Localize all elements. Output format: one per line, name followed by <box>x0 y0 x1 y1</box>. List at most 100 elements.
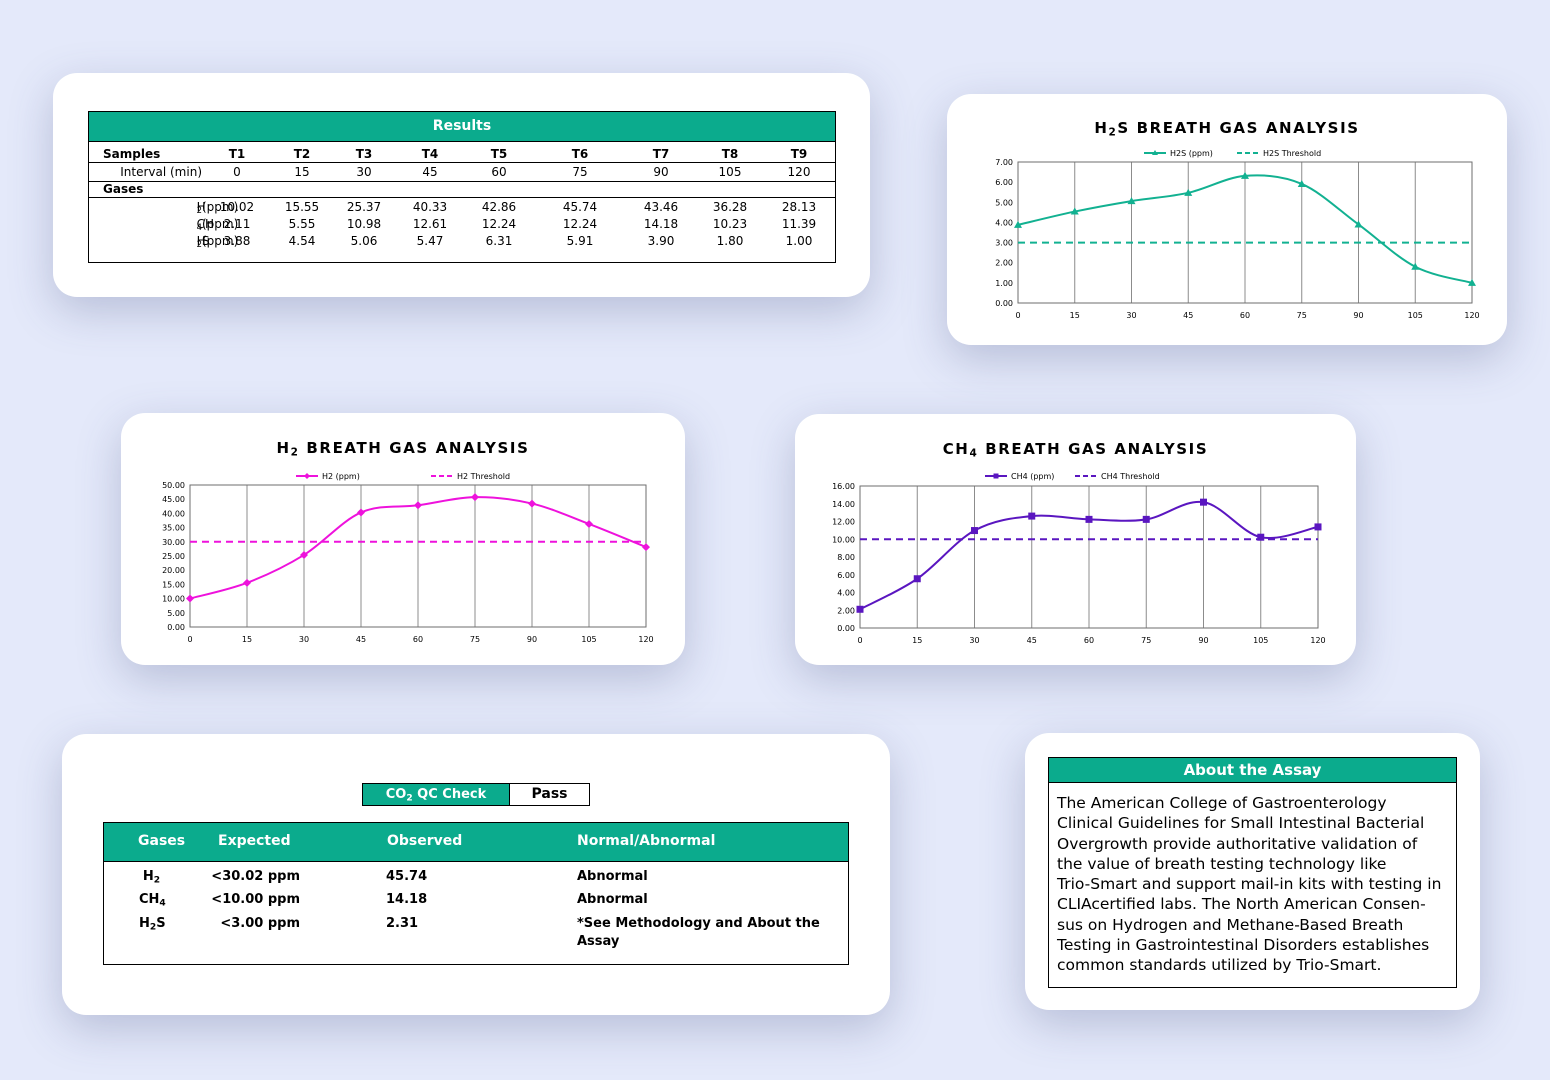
qc-observed: 45.74 <box>386 869 428 884</box>
qc-status: Abnormal <box>577 869 648 884</box>
qc-check-label: CO2 QC Check <box>363 784 510 805</box>
legend-marker <box>1152 150 1158 155</box>
y-tick-label: 8.00 <box>837 553 855 562</box>
data-point <box>1184 188 1193 196</box>
about-title: About the Assay <box>1049 758 1456 783</box>
results-table: Results Samples T1 T2 T3 T4 T5 T6 T7 T8 … <box>88 111 836 263</box>
data-point <box>1314 523 1322 531</box>
qc-table-header: Gases Expected Observed Normal/Abnormal <box>104 823 848 862</box>
legend-label: H2S Threshold <box>1263 149 1321 158</box>
qc-gas: H2S <box>139 916 166 933</box>
gas-value: 5.47 <box>416 234 444 248</box>
gas-value: 28.13 <box>781 200 817 214</box>
qc-check: CO2 QC Check Pass <box>362 783 590 806</box>
gases-label: Gases <box>103 182 144 196</box>
qc-observed: 2.31 <box>386 916 419 931</box>
x-tick-label: 105 <box>1253 636 1268 645</box>
interval-row: Interval (min) 0 15 30 45 60 75 90 105 1… <box>89 164 835 180</box>
x-tick-label: 45 <box>1183 311 1193 320</box>
interval-value: 120 <box>787 165 811 179</box>
qc-status: *See Methodology and About the <box>577 916 820 931</box>
y-tick-label: 10.00 <box>832 535 855 544</box>
about-box: About the Assay The American College of … <box>1048 757 1457 988</box>
gas-value: 10.23 <box>712 217 748 231</box>
gas-value: 14.18 <box>643 217 679 231</box>
x-tick-label: 75 <box>1297 311 1307 320</box>
header-expected: Expected <box>218 833 291 849</box>
divider <box>89 181 835 182</box>
data-point <box>585 519 593 528</box>
legend-label: H2S (ppm) <box>1170 149 1213 158</box>
data-point <box>1241 171 1249 179</box>
x-tick-label: 120 <box>638 635 653 644</box>
h2s-chart: 0.00 1.00 2.00 3.00 4.00 5.00 6.00 7.00 0 15 30 45 6… <box>995 149 1479 320</box>
gas-value: 43.46 <box>643 200 679 214</box>
data-point <box>1411 262 1420 270</box>
y-tick-label: 6.00 <box>837 571 855 580</box>
h2-chart: 0.00 5.00 10.00 15.00 20.00 25.00 30.00 35.00 40… <box>162 472 654 644</box>
y-tick-label: 5.00 <box>995 198 1013 207</box>
gas-value: 3.88 <box>223 234 251 248</box>
data-point <box>243 578 251 587</box>
gas-label: CH 4 (ppm) <box>196 217 239 233</box>
y-tick-label: 5.00 <box>167 609 185 618</box>
interval-value: 15 <box>294 165 310 179</box>
interval-value: 0 <box>233 165 241 179</box>
interval-value: 75 <box>572 165 588 179</box>
data-point <box>1257 533 1265 541</box>
gas-value: 1.80 <box>716 234 744 248</box>
x-tick-label: 45 <box>1027 636 1037 645</box>
data-points <box>856 498 1322 613</box>
x-tick-label: 30 <box>969 636 979 645</box>
legend-label: CH4 Threshold <box>1101 472 1160 481</box>
gas-value: 6.31 <box>485 234 513 248</box>
data-point <box>1200 498 1207 506</box>
x-tick-label: 90 <box>1353 311 1363 320</box>
results-grid: Samples T1 T2 T3 T4 T5 T6 T7 T8 T9 Inter… <box>89 142 835 262</box>
gas-value: 12.24 <box>481 217 517 231</box>
about-card: About the Assay The American College of … <box>1025 733 1480 1010</box>
chart-title: H2 BREATH GAS ANALYSIS <box>276 439 530 459</box>
about-line: the value of breath testing technology l… <box>1057 854 1387 873</box>
samples-label: Samples <box>103 147 161 161</box>
data-points <box>1014 171 1476 286</box>
column-header: T6 <box>571 147 589 161</box>
y-tick-label: 35.00 <box>162 524 185 533</box>
y-tick-label: 20.00 <box>162 566 185 575</box>
data-point <box>300 550 308 559</box>
x-tick-label: 120 <box>1310 636 1325 645</box>
x-tick-label: 0 <box>1015 311 1020 320</box>
y-tick-label: 30.00 <box>162 538 185 547</box>
gases-row: Gases <box>89 181 835 197</box>
data-point <box>1142 515 1150 523</box>
column-header: T8 <box>721 147 739 161</box>
qc-observed: 14.18 <box>386 892 428 907</box>
qc-gas: H2 <box>142 869 161 886</box>
x-tick-label: 75 <box>470 635 480 644</box>
data-point <box>642 543 650 552</box>
qc-gas: CH4 <box>139 892 166 909</box>
ch4-chart-card: CH4 BREATH GAS ANALYSIS 0.00 2.00 4.00 6.00… <box>795 414 1356 665</box>
gas-value: 15.55 <box>284 200 320 214</box>
y-tick-label: 45.00 <box>162 495 185 504</box>
about-line: The American College of Gastroenterology <box>1057 794 1387 812</box>
qc-expected: <30.02 ppm <box>211 869 300 884</box>
y-tick-label: 0.00 <box>167 623 185 632</box>
qc-card: CO2 QC Check Pass Gases Expected Observe… <box>62 734 890 1015</box>
data-point <box>1127 197 1136 205</box>
ch4-chart: 0.00 2.00 4.00 6.00 8.00 10.00 12.00 14.00 16.00… <box>832 472 1326 645</box>
about-line: Testing in Gastrointestinal Disorders es… <box>1057 936 1430 955</box>
x-tick-label: 75 <box>1141 636 1151 645</box>
interval-value: 45 <box>422 165 438 179</box>
gas-value: 4.54 <box>288 234 316 248</box>
x-tick-label: 90 <box>527 635 537 644</box>
x-tick-label: 105 <box>581 635 596 644</box>
y-tick-label: 4.00 <box>837 589 855 598</box>
x-tick-label: 60 <box>413 635 423 644</box>
data-point <box>856 605 864 613</box>
qc-expected: <10.00 ppm <box>211 892 300 907</box>
